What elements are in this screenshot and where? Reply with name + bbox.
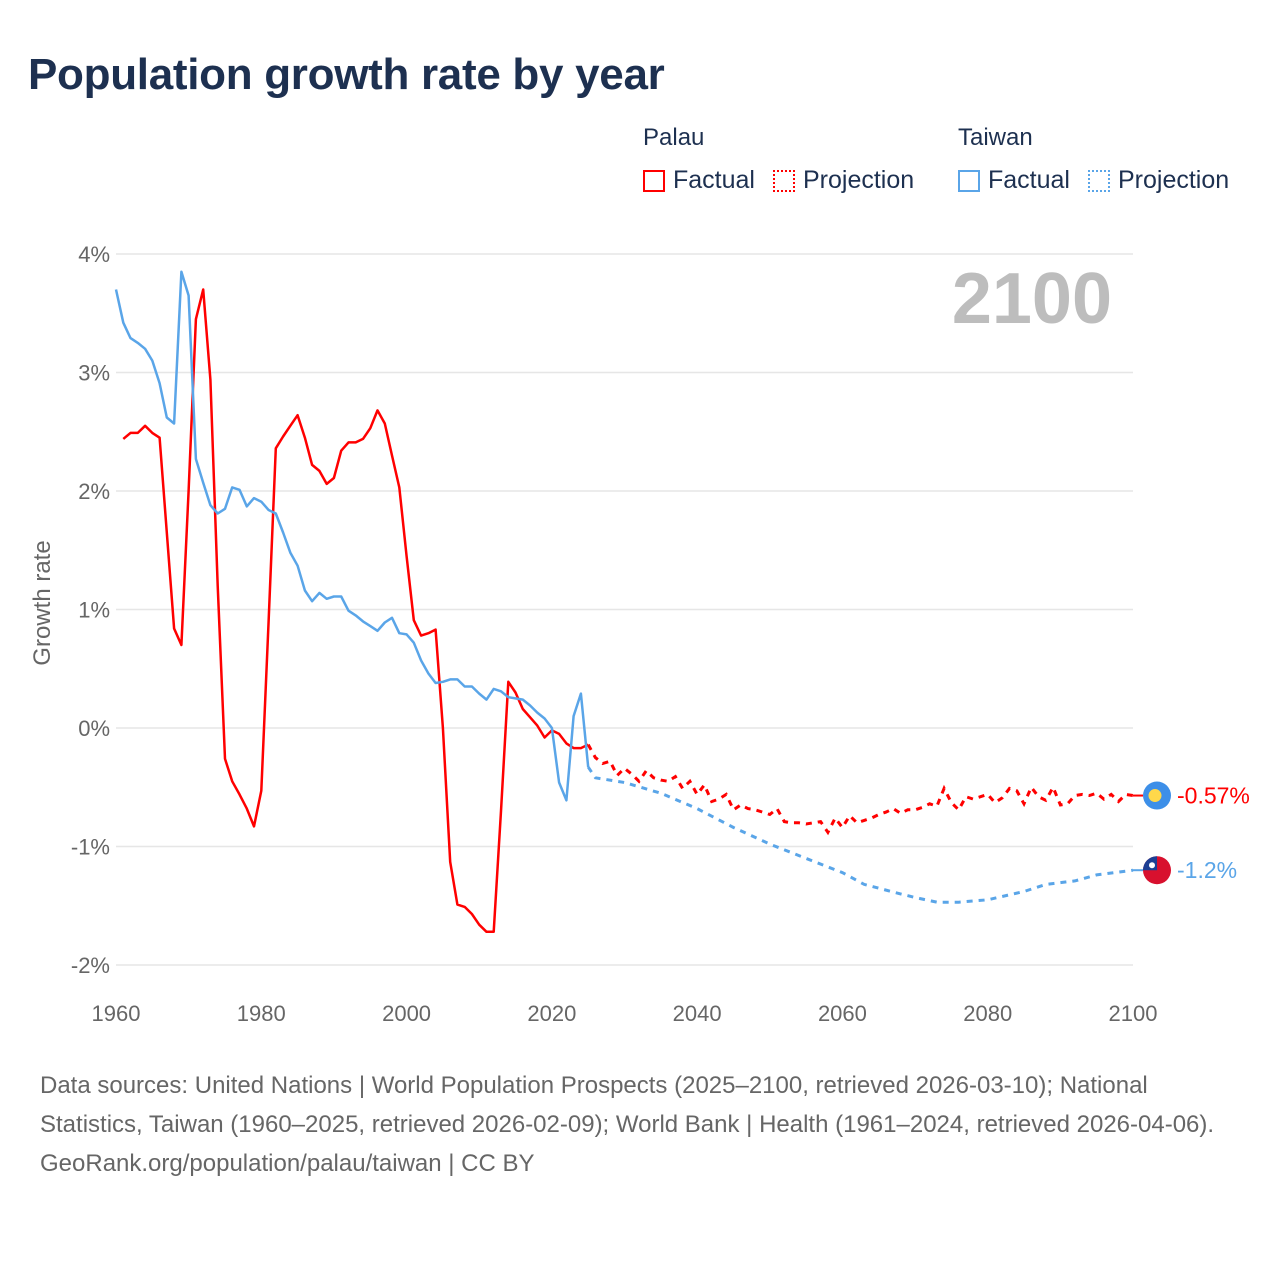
y-tick-label: 0%	[78, 716, 110, 741]
solid-swatch-icon	[643, 169, 665, 192]
x-tick-label: 1980	[237, 1001, 286, 1026]
y-axis-label: Growth rate	[29, 540, 56, 665]
palau-factual-line	[122, 288, 589, 934]
solid-swatch-icon	[958, 169, 980, 192]
taiwan-projection-line	[586, 766, 1134, 904]
footer: Data sources: United Nations | World Pop…	[40, 1066, 1250, 1183]
legend-label: Factual	[988, 166, 1070, 194]
x-tick-label: 2040	[673, 1001, 722, 1026]
taiwan-factual-line	[114, 270, 590, 802]
x-tick-label: 2080	[963, 1001, 1012, 1026]
x-tick-label: 2020	[527, 1001, 576, 1026]
taiwan-flag-sun-icon	[1149, 862, 1155, 869]
page-title: Population growth rate by year	[28, 50, 665, 99]
x-tick-label: 2060	[818, 1001, 867, 1026]
line-chart: 4% 3% 2% 1% 0% -1% -2% 1960 1980 2000 2020 2040 2060…	[29, 242, 1250, 1026]
y-tick-label: 3%	[78, 361, 110, 386]
x-tick-label: 1960	[92, 1001, 141, 1026]
legend-palau: Palau Factual Projection	[643, 124, 932, 195]
y-tick-label: 1%	[78, 598, 110, 623]
palau-flag-sun-icon	[1148, 789, 1162, 803]
palau-projection-line	[586, 743, 1134, 836]
taiwan-end-label: -1.2%	[1177, 857, 1237, 883]
legend-label: Projection	[802, 166, 915, 194]
legend-taiwan-projection[interactable]: Projection	[1087, 166, 1230, 195]
y-tick-label: -1%	[71, 835, 110, 860]
y-tick-label: 2%	[78, 479, 110, 504]
legend-group-name: Palau	[643, 124, 705, 151]
legend-palau-projection[interactable]: Projection	[772, 166, 915, 195]
credit-link[interactable]: GeoRank.org/population/palau/taiwan | CC…	[40, 1150, 535, 1177]
year-display: 2100	[952, 259, 1112, 339]
palau-end-label: -0.57%	[1177, 783, 1250, 809]
legend-palau-factual[interactable]: Factual	[643, 166, 755, 195]
dotted-swatch-icon	[772, 169, 795, 192]
legend-taiwan: Taiwan Factual Projection	[958, 124, 1247, 195]
data-sources: Data sources: United Nations | World Pop…	[40, 1072, 1215, 1138]
legend-label: Projection	[1117, 166, 1230, 194]
x-tick-label: 2100	[1109, 1001, 1158, 1026]
legend-group-name: Taiwan	[958, 124, 1033, 151]
y-tick-label: 4%	[78, 242, 110, 267]
x-tick-label: 2000	[382, 1001, 431, 1026]
dotted-swatch-icon	[1087, 169, 1110, 192]
y-tick-label: -2%	[71, 953, 110, 978]
legend-label: Factual	[673, 166, 755, 194]
legend-taiwan-factual[interactable]: Factual	[958, 166, 1070, 195]
